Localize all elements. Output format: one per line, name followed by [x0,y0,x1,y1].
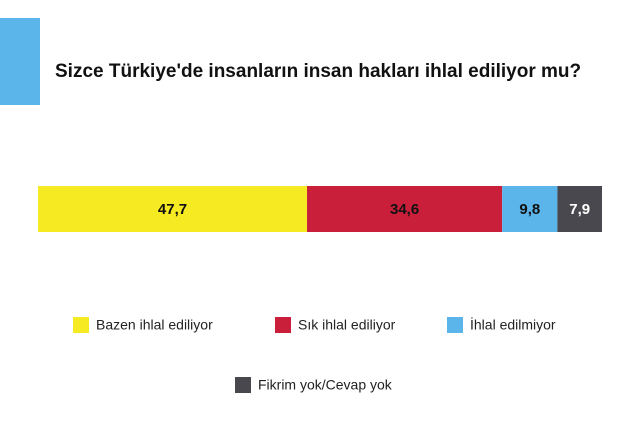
legend-swatch [73,317,89,333]
value-label: 9,8 [519,201,540,218]
bar-segment [557,186,602,232]
chart-title: Sizce Türkiye'de insanların insan haklar… [55,61,581,82]
bar-segment [38,186,308,232]
title-accent [0,18,40,105]
legend-label: Fikrim yok/Cevap yok [258,377,393,393]
value-label: 7,9 [569,201,590,218]
legend-swatch [275,317,291,333]
legend-swatch [235,377,251,393]
legend-label: İhlal edilmiyor [470,316,556,333]
legend-label: Bazen ihlal ediliyor [96,317,213,333]
value-label: 47,7 [158,201,187,218]
legend-label: Sık ihlal ediliyor [298,317,396,333]
bar-segment [307,186,503,232]
bar-segment [502,186,558,232]
legend-swatch [447,317,463,333]
value-label: 34,6 [390,201,419,218]
